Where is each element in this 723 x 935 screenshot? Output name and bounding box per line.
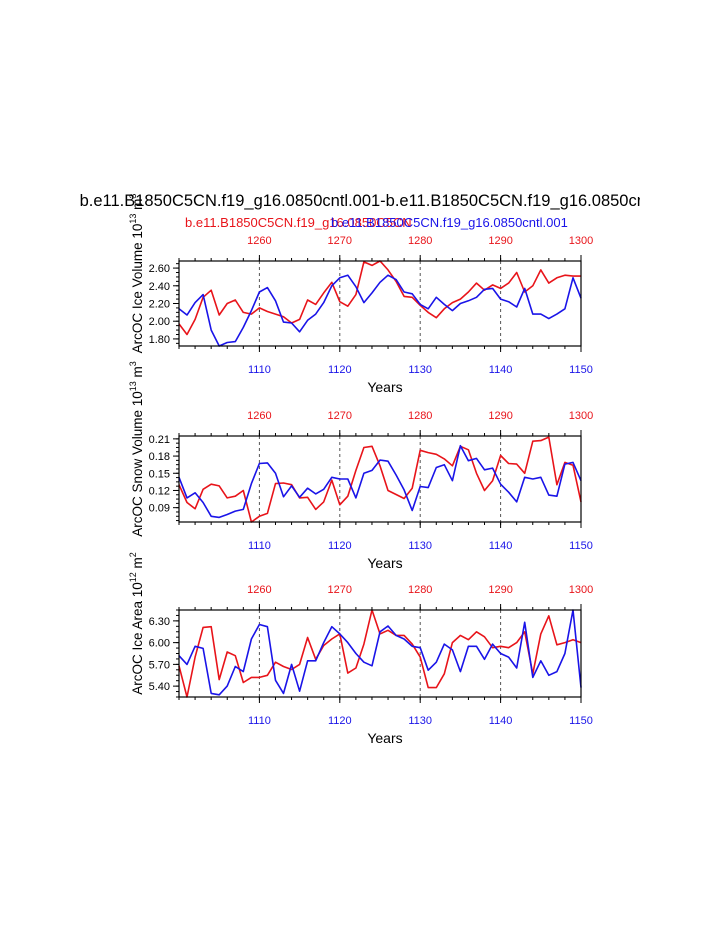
y-axis-title: ArcOC Snow Volume 1013 m3: [128, 361, 145, 537]
y-tick-label: 2.60: [149, 263, 170, 275]
y-tick-label: 0.09: [149, 503, 170, 515]
y-tick-label: 0.15: [149, 468, 170, 480]
panel-3: 1110 1120 1130 1140 1150 1260 1270 1280 1290 1300…: [128, 552, 593, 746]
plot-frame: [178, 609, 582, 698]
series-line-blue: [178, 274, 582, 347]
top-tick-label: 1300: [569, 584, 593, 596]
legend-red-label: b.e11.B1850C5CN.f19_g16.0850C5CN: [185, 215, 412, 230]
x-tick-label: 1120: [328, 715, 352, 727]
x-tick-label: 1120: [328, 540, 352, 552]
y-axis-title-part: ArcOC Ice Area 10: [130, 582, 145, 695]
y-axis-title-exponent: 2: [128, 552, 138, 557]
y-axis-title-part: m: [130, 366, 145, 381]
y-tick-label: 0.18: [149, 451, 170, 463]
series-line-red: [178, 436, 582, 523]
y-tick-label: 1.80: [149, 334, 170, 346]
x-tick-label: 1150: [569, 540, 593, 552]
x-tick-label: 1140: [489, 715, 513, 727]
chart-title: Mean b.e11.B1850C5CN.f19_g16.0850cntl.00…: [80, 192, 640, 210]
top-tick-label: 1270: [328, 584, 352, 596]
x-tick-label: 1130: [408, 715, 432, 727]
y-tick-label: 5.70: [149, 659, 170, 671]
panel-2: 1110 1120 1130 1140 1150 1260 1270 1280 1290 1300…: [128, 361, 593, 571]
x-tick-label: 1130: [408, 540, 432, 552]
y-axis-title: ArcOC Ice Area 1012 m2: [128, 552, 145, 695]
top-tick-label: 1280: [408, 410, 432, 422]
title-clip: Mean b.e11.B1850C5CN.f19_g16.0850cntl.00…: [80, 190, 640, 214]
x-axis-title: Years: [367, 379, 402, 395]
y-axis-title-exponent: 13: [128, 381, 138, 391]
x-tick-label: 1140: [489, 364, 513, 376]
top-tick-label: 1300: [569, 410, 593, 422]
y-tick-label: 2.40: [149, 281, 170, 293]
y-axis-title-part: m: [130, 199, 145, 214]
y-tick-label: 6.30: [149, 616, 170, 628]
plot-frame: [178, 435, 582, 523]
top-tick-label: 1260: [247, 584, 271, 596]
top-tick-label: 1260: [247, 410, 271, 422]
top-tick-label: 1290: [488, 410, 512, 422]
top-tick-label: 1260: [247, 235, 271, 247]
y-axis-title-part: m: [130, 557, 145, 572]
y-tick-label: 6.00: [149, 638, 170, 650]
legend-blue-label: b.e11.B1850C5CN.f19_g16.0850cntl.001: [331, 215, 568, 230]
x-axis-title: Years: [367, 730, 402, 746]
x-tick-label: 1150: [569, 364, 593, 376]
series-line-blue: [178, 609, 582, 696]
series-line-blue: [178, 444, 582, 519]
x-tick-label: 1120: [328, 364, 352, 376]
x-axis-title: Years: [367, 555, 402, 571]
x-tick-label: 1130: [408, 364, 432, 376]
y-axis-title-exponent: 13: [128, 214, 138, 224]
y-axis-title-part: ArcOC Ice Volume 10: [130, 224, 145, 354]
top-tick-label: 1290: [488, 235, 512, 247]
x-tick-label: 1110: [248, 715, 271, 727]
x-tick-label: 1110: [248, 364, 271, 376]
y-tick-label: 5.40: [149, 681, 170, 693]
top-tick-label: 1270: [328, 410, 352, 422]
top-tick-label: 1280: [408, 584, 432, 596]
y-axis-title-part: ArcOC Snow Volume 10: [130, 391, 145, 537]
x-tick-label: 1150: [569, 715, 593, 727]
x-tick-label: 1110: [248, 540, 271, 552]
top-tick-label: 1300: [569, 235, 593, 247]
series-line-red: [178, 609, 582, 698]
y-tick-label: 2.20: [149, 299, 170, 311]
y-tick-label: 0.12: [149, 485, 170, 497]
y-axis-title-exponent: 3: [128, 361, 138, 366]
x-tick-label: 1140: [489, 540, 513, 552]
y-tick-label: 0.21: [149, 434, 170, 446]
y-axis-title: ArcOC Ice Volume 1013 m3: [128, 194, 145, 354]
top-tick-label: 1270: [328, 235, 352, 247]
panel-1: 1110 1120 1130 1140 1150 1260 1270 1280 1290 1300…: [128, 194, 593, 395]
top-tick-label: 1280: [408, 235, 432, 247]
y-tick-label: 2.00: [149, 316, 170, 328]
y-axis-title-exponent: 3: [128, 194, 138, 199]
y-axis-title-exponent: 12: [128, 572, 138, 582]
top-tick-label: 1290: [488, 584, 512, 596]
